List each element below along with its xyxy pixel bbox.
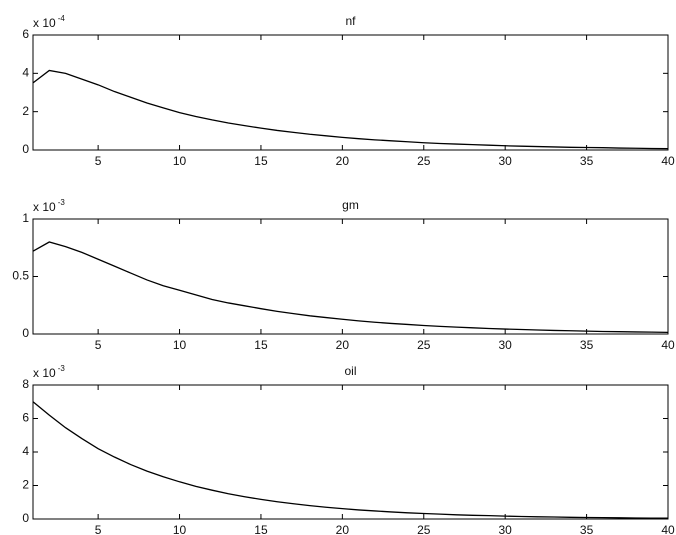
- exponent-power: -4: [58, 14, 66, 23]
- x-tick-label: 35: [580, 154, 594, 168]
- x-tick-label: 25: [417, 338, 431, 352]
- x-tick-label: 40: [661, 154, 675, 168]
- x-tick-label: 30: [498, 154, 512, 168]
- y-tick-label: 0: [22, 142, 29, 156]
- series-line: [33, 242, 668, 332]
- y-tick-label: 0: [22, 511, 29, 525]
- y-tick-label: 4: [22, 66, 29, 80]
- x-tick-label: 20: [336, 154, 350, 168]
- x-tick-label: 30: [498, 523, 512, 535]
- y-tick-label: 0: [22, 326, 29, 340]
- x-tick-label: 20: [336, 523, 350, 535]
- x-tick-label: 15: [254, 154, 268, 168]
- x-tick-label: 25: [417, 523, 431, 535]
- y-tick-label: 4: [22, 444, 29, 458]
- y-tick-label: 6: [22, 411, 29, 425]
- y-tick-label: 8: [22, 377, 29, 391]
- x-tick-label: 30: [498, 338, 512, 352]
- subplot: oil x 10-3 0 2 4 6 8 5 10 15 20 25 30 35 40: [22, 364, 675, 535]
- figure: nfx 10-40246510152025303540gmx 10-300.51…: [0, 0, 676, 535]
- exponent-label: x 10-3: [33, 364, 65, 380]
- y-tick-label: 6: [22, 27, 29, 41]
- subplot-title: nf: [345, 14, 356, 28]
- y-tick-label: 0.5: [12, 269, 29, 283]
- x-tick-label: 5: [95, 523, 102, 535]
- x-tick-label: 15: [254, 523, 268, 535]
- x-tick-label: 15: [254, 338, 268, 352]
- exponent-base: x 10: [33, 366, 56, 380]
- series-line: [33, 402, 668, 518]
- x-tick-label: 5: [95, 154, 102, 168]
- x-tick-label: 40: [661, 523, 675, 535]
- subplot-title: oil: [344, 364, 356, 378]
- x-tick-label: 20: [336, 338, 350, 352]
- x-tick-label: 35: [580, 523, 594, 535]
- x-tick-label: 10: [173, 338, 187, 352]
- y-tick-label: 2: [22, 104, 29, 118]
- subplot-title: gm: [342, 198, 359, 212]
- x-tick-label: 40: [661, 338, 675, 352]
- y-tick-label: 2: [22, 478, 29, 492]
- axes-box: [33, 35, 668, 150]
- series-line: [33, 70, 668, 148]
- axes-box: [33, 219, 668, 334]
- axes-box: [33, 385, 668, 519]
- subplot: nf x 10-4 0 2 4 6 5 10 15 20 25 30 35 40: [22, 14, 675, 168]
- exponent-label: x 10-3: [33, 198, 65, 214]
- exponent-base: x 10: [33, 200, 56, 214]
- exponent-power: -3: [58, 364, 66, 373]
- y-tick-label: 1: [22, 211, 29, 225]
- exponent-power: -3: [58, 198, 66, 207]
- x-tick-label: 25: [417, 154, 431, 168]
- exponent-base: x 10: [33, 16, 56, 30]
- exponent-label: x 10-4: [33, 14, 65, 30]
- x-tick-label: 35: [580, 338, 594, 352]
- x-tick-label: 10: [173, 154, 187, 168]
- x-tick-label: 5: [95, 338, 102, 352]
- x-tick-label: 10: [173, 523, 187, 535]
